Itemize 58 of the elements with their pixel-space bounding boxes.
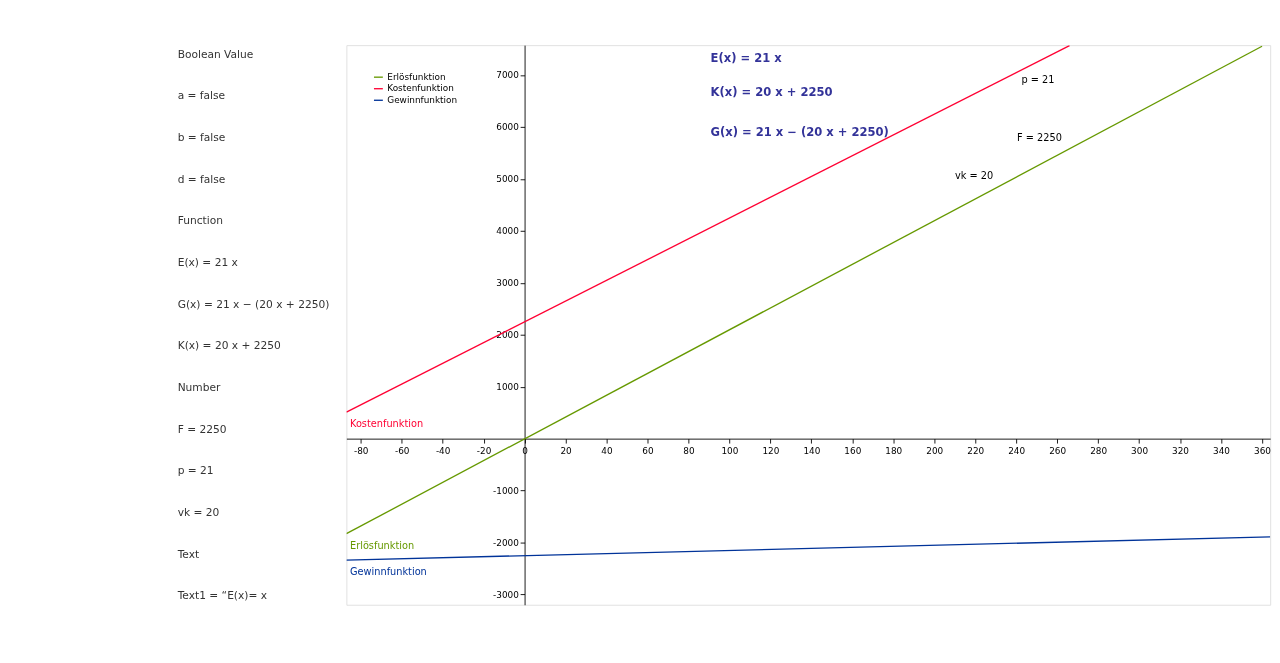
text: d = false <box>177 172 226 186</box>
x-tick-label: -60 <box>394 446 410 457</box>
y-tick-label: 1000 <box>496 381 520 392</box>
y-tick-label: -1000 <box>493 485 520 496</box>
x-tick-label: 360 <box>1254 446 1272 457</box>
legend-label: Erlösfunktion <box>387 71 446 82</box>
annotation: vk = 20 <box>954 170 994 182</box>
x-tick-label: 160 <box>844 446 862 457</box>
x-tick-label: 20 <box>560 446 573 457</box>
text: Text <box>176 547 200 561</box>
x-tick-label: 140 <box>803 446 821 457</box>
x-tick-label: 220 <box>967 446 985 457</box>
text: Text1 = “E(x)= x <box>176 589 268 603</box>
text: G(x) = 21 x − (20 x + 2250) <box>177 297 330 311</box>
text: b = false <box>177 130 226 144</box>
x-tick-label: 0 <box>522 446 529 457</box>
x-tick-label: -80 <box>353 446 369 457</box>
text: p = 21 <box>177 464 214 478</box>
legend-label: Gewinnfunktion <box>387 94 458 105</box>
x-tick-label: 300 <box>1131 446 1149 457</box>
y-tick-label: -2000 <box>493 537 520 548</box>
text: E(x) = 21 x <box>177 256 238 270</box>
annotation: p = 21 <box>1021 74 1055 86</box>
text: Function <box>177 214 223 228</box>
text: Erlösfunktion <box>349 539 415 551</box>
x-tick-label: 180 <box>885 446 903 457</box>
text: Number <box>177 381 222 395</box>
legend-label: Kostenfunktion <box>387 83 454 94</box>
x-tick-label: 320 <box>1172 446 1190 457</box>
x-tick-label: 60 <box>642 446 654 457</box>
y-tick-label: 4000 <box>496 226 520 237</box>
y-tick-label: -3000 <box>493 589 520 600</box>
y-tick-label: 5000 <box>496 174 520 185</box>
x-tick-label: 260 <box>1049 446 1067 457</box>
y-tick-label: 7000 <box>496 70 520 81</box>
text: vk = 20 <box>177 506 220 520</box>
annotation: G(x) = 21 x − (20 x + 2250) <box>710 124 889 139</box>
x-tick-label: -40 <box>435 446 451 457</box>
x-tick-label: -20 <box>476 446 492 457</box>
x-tick-label: 80 <box>683 446 695 457</box>
x-tick-label: 120 <box>762 446 780 457</box>
text: a = false <box>177 89 226 103</box>
x-tick-label: 100 <box>721 446 739 457</box>
x-tick-label: 280 <box>1090 446 1108 457</box>
text: K(x) = 20 x + 2250 <box>177 339 282 353</box>
text: Kostenfunktion <box>349 418 424 430</box>
text: Gewinnfunktion <box>349 566 427 578</box>
annotation: F = 2250 <box>1017 132 1062 144</box>
text: Boolean Value <box>177 47 254 61</box>
x-tick-label: 240 <box>1008 446 1026 457</box>
annotation: E(x) = 21 x <box>710 51 783 66</box>
x-tick-label: 200 <box>926 446 944 457</box>
y-tick-label: 6000 <box>496 122 520 133</box>
x-tick-label: 40 <box>601 446 614 457</box>
annotation: K(x) = 20 x + 2250 <box>710 84 833 99</box>
y-tick-label: 3000 <box>496 278 520 289</box>
x-tick-label: 340 <box>1213 446 1231 457</box>
text: F = 2250 <box>177 422 227 436</box>
